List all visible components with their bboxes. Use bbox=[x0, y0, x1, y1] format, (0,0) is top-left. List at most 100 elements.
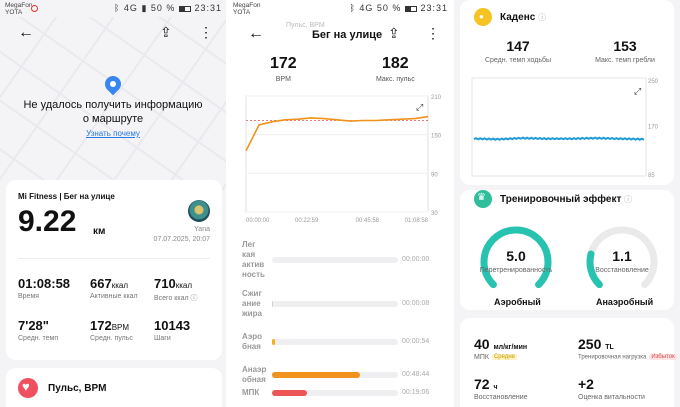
zone-time: 00:00:00 bbox=[402, 256, 430, 263]
zone-label-line: бная bbox=[242, 342, 261, 351]
status-bar: MegaFon YOTA ᛒ 4G ▮ 50 % 23:31 bbox=[0, 0, 226, 17]
recovery-unit: ч bbox=[493, 384, 498, 391]
heart-rate-panel: MegaFon YOTA ᛒ 4G 50 % 23:31 Пульс, BPM ←… bbox=[228, 0, 452, 407]
carrier-secondary: YOTA bbox=[233, 9, 251, 16]
aerobic-label: Аэробный bbox=[494, 297, 541, 307]
clock: 23:31 bbox=[194, 3, 222, 13]
vo2-unit: мл/кг/мин bbox=[493, 344, 528, 351]
info-icon[interactable]: ⓘ bbox=[190, 295, 198, 302]
chart-frame bbox=[245, 95, 429, 213]
vo2-tag: Средне bbox=[491, 354, 517, 361]
zone-label-line: обная bbox=[242, 375, 266, 384]
aerobic-status: Перетренированность bbox=[479, 267, 553, 274]
vo2max-metric: 40 мл/кг/мин МПК Средне bbox=[474, 336, 527, 361]
metric-active-kcal: 667ккал Активные ккал bbox=[90, 276, 138, 300]
avg-hr-label: BPM bbox=[275, 76, 291, 83]
zone-label: Анаэр обная bbox=[242, 365, 266, 385]
workout-date: 07.07.2025, 20:07 bbox=[153, 236, 210, 243]
avatar[interactable] bbox=[188, 200, 210, 222]
map-placeholder bbox=[0, 17, 226, 197]
zone-time: 00:00:08 bbox=[402, 300, 430, 307]
y-tick-label: 85 bbox=[648, 173, 655, 179]
no-route-line1: Не удалось получить информацию bbox=[23, 99, 203, 111]
vitality-metric: +2 Оценка витальности bbox=[578, 376, 645, 401]
info-icon[interactable]: ⓘ bbox=[538, 13, 547, 22]
load-label: Тренировочная нагрузка bbox=[578, 354, 647, 361]
stat-label: Средн. темп ходьбы bbox=[484, 57, 552, 64]
heart-rate-chart[interactable]: 210 150 90 30 00:00:00 00:22:59 00:45:58 01:08… bbox=[228, 90, 452, 230]
heart-icon bbox=[18, 378, 38, 398]
metric-label: Всего ккал bbox=[154, 295, 189, 302]
share-icon[interactable]: ⇪ bbox=[160, 24, 172, 40]
zone-time: 00:19:06 bbox=[402, 389, 430, 396]
share-icon[interactable]: ⇪ bbox=[388, 25, 400, 41]
metric-value: 172 bbox=[90, 318, 112, 333]
y-tick-label: 90 bbox=[431, 172, 438, 178]
battery-icon bbox=[404, 5, 417, 12]
zone-time: 00:00:54 bbox=[402, 338, 430, 345]
max-stroke-pace: 153 Макс. темп гребли bbox=[580, 38, 670, 64]
bluetooth-icon: ᛒ bbox=[114, 3, 121, 13]
avg-hr-value: 172 bbox=[270, 55, 297, 72]
shoe-icon bbox=[474, 8, 492, 26]
distance-unit: км bbox=[93, 226, 106, 237]
chart-frame bbox=[471, 77, 647, 177]
divider bbox=[18, 258, 210, 259]
metric-label: Средн. пульс bbox=[90, 335, 133, 342]
zone-time: 00:48:44 bbox=[402, 371, 430, 378]
anaerobic-label: Анаэробный bbox=[596, 297, 654, 307]
recording-icon bbox=[31, 5, 38, 12]
zone-label-line: жира bbox=[242, 309, 262, 318]
more-menu-icon[interactable]: ⋮ bbox=[426, 25, 440, 41]
info-icon[interactable]: ⓘ bbox=[624, 195, 633, 204]
cadence-effect-panel: Каденс ⓘ 147 Средн. темп ходьбы 153 Макс… bbox=[454, 0, 680, 407]
vo2-label: МПК bbox=[474, 354, 489, 361]
learn-why-link[interactable]: Узнать почему bbox=[86, 129, 140, 138]
more-menu-icon[interactable]: ⋮ bbox=[199, 24, 213, 40]
metric-unit: ккал bbox=[175, 281, 192, 290]
user-name: Yana bbox=[194, 226, 210, 233]
zone-label-line: Анаэр bbox=[242, 365, 267, 374]
cadence-series-line bbox=[473, 136, 645, 141]
anaerobic-gauge bbox=[586, 226, 658, 289]
y-tick-label: 210 bbox=[431, 95, 442, 101]
load-unit: TL bbox=[605, 344, 614, 351]
scrolled-section-title: Пульс, BPM bbox=[286, 22, 325, 29]
zone-label-line: кая bbox=[242, 250, 256, 259]
hr-section-card[interactable]: Пульс, BPM bbox=[6, 368, 222, 407]
recovery-value: 72 bbox=[474, 376, 490, 392]
body-metrics-card: 40 мл/кг/мин МПК Средне 250 TL Тренировоч… bbox=[460, 318, 677, 407]
metric-label: Шаги bbox=[154, 335, 171, 342]
avg-hr-stat: 172 BPM bbox=[270, 55, 297, 83]
x-tick-label: 00:00:00 bbox=[246, 218, 270, 224]
back-arrow-icon[interactable]: ← bbox=[18, 24, 34, 41]
max-hr-stat: 182 Макс. пульс bbox=[376, 55, 415, 83]
load-tag: Избыток bbox=[649, 354, 677, 360]
zone-label-line: МПК bbox=[242, 388, 260, 397]
zone-label-line: ание bbox=[242, 299, 261, 308]
bluetooth-icon: ᛒ bbox=[349, 3, 356, 13]
stat-value: 153 bbox=[613, 38, 637, 54]
zone-label-line: Лег bbox=[242, 240, 256, 249]
workout-title: Mi Fitness | Бег на улице bbox=[18, 192, 115, 201]
gauge-fill bbox=[480, 226, 552, 289]
hr-section-title: Пульс, BPM bbox=[48, 383, 107, 394]
hr-series-line bbox=[245, 115, 429, 152]
zone-label-line: ность bbox=[242, 270, 265, 279]
aerobic-value: 5.0 bbox=[506, 248, 526, 264]
battery-text: 50 % bbox=[376, 3, 402, 13]
metric-value: 667 bbox=[90, 276, 112, 291]
metric-label: Средн. темп bbox=[18, 335, 59, 342]
y-tick-label: 170 bbox=[648, 125, 659, 131]
zone-track bbox=[272, 390, 398, 396]
training-effect-card: Тренировочный эффект ⓘ 5.0 Перетренирова… bbox=[460, 190, 674, 310]
vo2-value: 40 bbox=[474, 336, 490, 352]
anaerobic-status: Восстановление bbox=[595, 267, 649, 274]
anaerobic-value: 1.1 bbox=[612, 248, 632, 264]
vitality-label: Оценка витальности bbox=[578, 394, 645, 401]
metric-time: 01:08:58 Время bbox=[18, 276, 70, 300]
zone-label: Лег кая актив ность bbox=[242, 240, 265, 280]
metric-unit: BPM bbox=[111, 323, 130, 332]
cadence-chart[interactable]: 250 170 85 ⤢ bbox=[460, 76, 674, 182]
back-arrow-icon[interactable]: ← bbox=[248, 25, 264, 42]
